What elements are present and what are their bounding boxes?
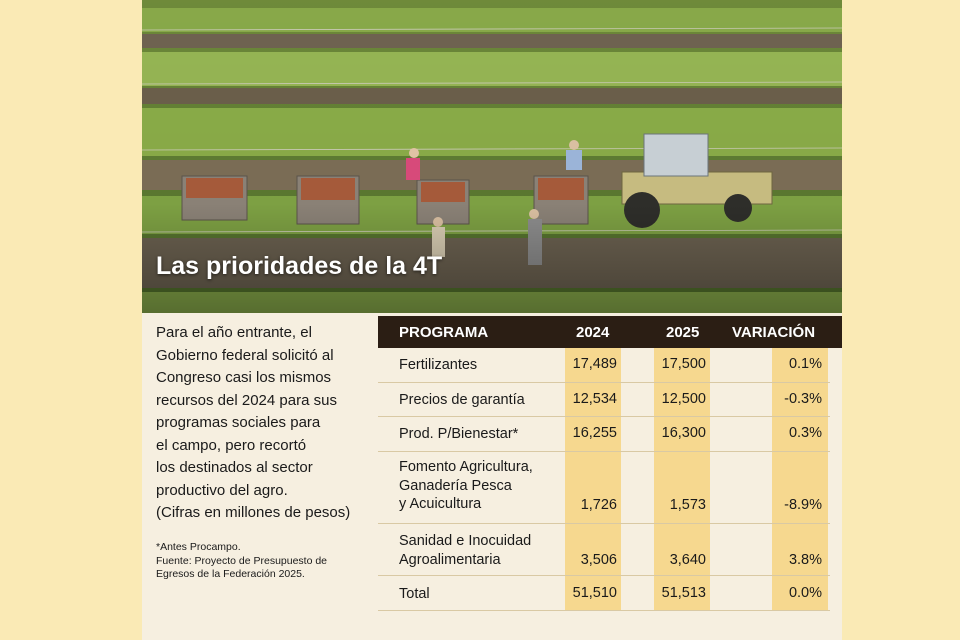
column-highlight-2024 <box>565 348 621 610</box>
cell-variacion: 0.3% <box>788 425 822 441</box>
header-programa: PROGRAMA <box>399 324 489 341</box>
row-programa-line: Precios de garantía <box>399 392 525 408</box>
orchard-photo: Las prioridades de la 4T <box>142 0 842 313</box>
page-title: Las prioridades de la 4T <box>156 252 443 280</box>
cell-variacion: 0.1% <box>788 356 822 372</box>
table-row: Prod. P/Bienestar* 16,255 16,300 0.3% <box>378 417 830 452</box>
source-note: Fuente: Proyecto de Presupuesto de <box>156 554 328 567</box>
cell-2024: 3,506 <box>580 552 617 568</box>
cell-2025: 16,300 <box>661 425 706 441</box>
intro-line: Congreso casi los mismos <box>156 369 332 386</box>
intro-line: Para el año entrante, el <box>156 324 312 341</box>
row-programa-line: Fertilizantes <box>399 357 478 373</box>
row-programa-line: Total <box>399 586 430 602</box>
header-variacion: VARIACIÓN <box>732 324 816 341</box>
row-programa: Sanidad e Inocuidad Agroalimentaria <box>399 532 531 569</box>
row-programa: Precios de garantía <box>399 391 525 410</box>
row-programa: Fertilizantes <box>399 356 477 375</box>
source-note: Egresos de la Federación 2025. <box>156 568 305 581</box>
cell-variacion: 0.0% <box>788 585 822 601</box>
intro-line: Gobierno federal solicitó al <box>156 346 334 364</box>
intro-line: programas sociales para <box>156 414 321 431</box>
footnote-asterisk: *Antes Procampo. <box>156 541 241 553</box>
intro-line: recursos del 2024 para sus <box>156 391 337 409</box>
header-2025: 2025 <box>666 324 700 341</box>
intro-line: el campo, pero recortó <box>156 436 307 454</box>
intro-text: Para el año entrante, el Gobierno federa… <box>156 322 376 525</box>
row-programa-line: Sanidad e Inocuidad <box>399 533 532 549</box>
cell-2024: 1,726 <box>580 497 617 513</box>
row-programa-line: Agroalimentaria <box>399 551 501 568</box>
table-row-total: Total 51,510 51,513 0.0% <box>378 576 830 611</box>
row-programa-line: Prod. P/Bienestar* <box>399 426 519 442</box>
cell-2025: 12,500 <box>661 391 706 407</box>
row-programa-line: y Acuicultura <box>399 496 482 512</box>
cell-2025: 17,500 <box>661 356 706 372</box>
cell-2025: 1,573 <box>669 497 706 513</box>
intro-line: (Cifras en millones de pesos) <box>156 504 351 521</box>
cell-2025: 51,513 <box>661 585 706 601</box>
intro-line: los destinados al sector <box>156 459 313 476</box>
cell-2024: 51,510 <box>572 585 617 601</box>
cell-variacion: -8.9% <box>784 497 822 513</box>
column-highlight-variacion <box>772 348 828 610</box>
row-programa: Fomento Agricultura, Ganadería Pesca y A… <box>399 458 533 514</box>
row-programa: Prod. P/Bienestar* <box>399 425 518 444</box>
table-row: Fomento Agricultura, Ganadería Pesca y A… <box>378 452 830 524</box>
infographic-card: Las prioridades de la 4T Para el año ent… <box>142 0 842 640</box>
table-row: Fertilizantes 17,489 17,500 0.1% <box>378 348 830 383</box>
table-header: PROGRAMA 2024 2025 VARIACIÓN <box>378 316 842 348</box>
cell-variacion: 3.8% <box>788 552 822 568</box>
table-row: Precios de garantía 12,534 12,500 -0.3% <box>378 383 830 417</box>
cell-2025: 3,640 <box>669 552 706 568</box>
cell-2024: 12,534 <box>572 391 617 407</box>
row-programa-line: Ganadería Pesca <box>399 477 512 494</box>
column-highlight-2025 <box>654 348 710 610</box>
cell-variacion: -0.3% <box>784 391 822 407</box>
row-programa: Total <box>399 585 430 604</box>
header-2024: 2024 <box>576 324 610 341</box>
cell-2024: 16,255 <box>572 425 617 441</box>
intro-line: productivo del agro. <box>156 481 288 499</box>
cell-2024: 17,489 <box>572 356 617 372</box>
table-row: Sanidad e Inocuidad Agroalimentaria 3,50… <box>378 524 830 576</box>
row-programa-line: Fomento Agricultura, <box>399 459 533 475</box>
footnotes: *Antes Procampo. Fuente: Proyecto de Pre… <box>156 541 386 582</box>
